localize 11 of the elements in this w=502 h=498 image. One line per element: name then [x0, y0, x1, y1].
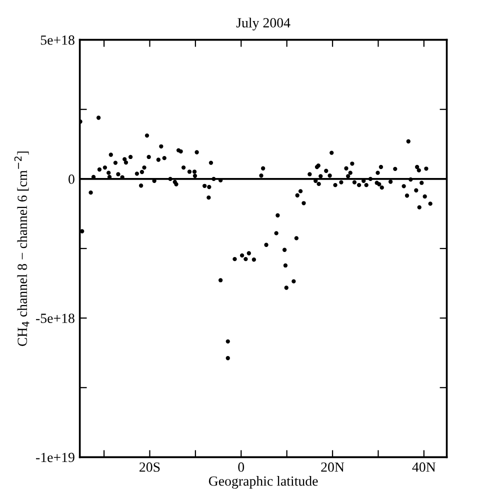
y-tick-label: -1e+19 [36, 452, 74, 462]
x-tick-label: 40N [412, 462, 436, 472]
x-tick-label: 20N [321, 462, 344, 472]
chart-title: July 2004 [236, 18, 290, 30]
x-tick-label: 20S [140, 462, 160, 472]
y-tick-label: 0 [68, 174, 74, 184]
y-axis-title: CH$_{4}$ channel 8 − channel 6 [cm$^{−2}$] [14, 152, 30, 346]
y-tick-label: 5e+18 [40, 35, 74, 45]
y-tick-label: -5e+18 [36, 314, 74, 324]
x-axis-title: Geographic latitude [208, 476, 318, 489]
x-tick-label: 0 [238, 462, 244, 472]
